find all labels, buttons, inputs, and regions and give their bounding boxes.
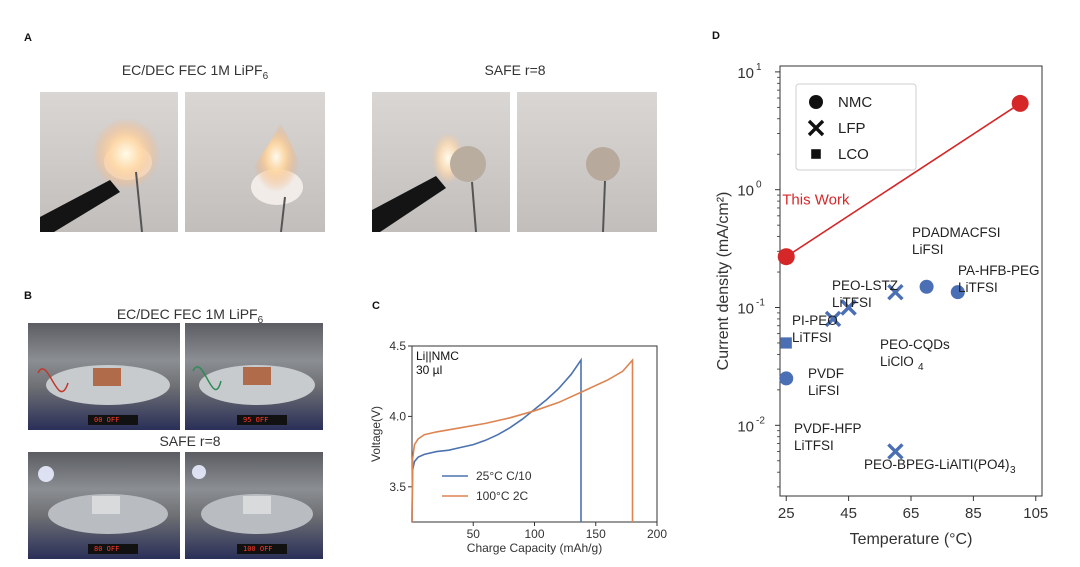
data-point-2 <box>1011 94 1029 112</box>
x-tick-label: 100 <box>524 527 544 541</box>
y-tick-exponent: -2 <box>756 415 765 426</box>
y-axis-label: Voltage(V) <box>369 406 383 462</box>
data-point-9 <box>779 371 794 386</box>
point-label-6: PVDF <box>808 366 844 381</box>
photo-hotplate-safe-1: 80 OFF <box>28 452 180 559</box>
panel-c-label: C <box>372 300 380 312</box>
point-label-line2-4: LiTFSI <box>792 330 832 345</box>
photo-safe-ignition-1 <box>372 92 510 232</box>
point-label-line2-2: LiTFSI <box>958 280 998 295</box>
x-tick-label: 50 <box>467 527 481 541</box>
photo-electrolyte-ignition-1 <box>40 92 178 232</box>
x-tick-label: 65 <box>903 505 920 522</box>
annotation-cell: Li||NMC <box>416 349 459 363</box>
hotplate-display-1: 00 OFF <box>94 416 120 424</box>
data-point-10 <box>887 443 904 460</box>
point-label-1: PDADMACFSI <box>912 225 1001 240</box>
panel-a-title-right: SAFE r=8 <box>484 62 546 78</box>
panel-b-title-top: EC/DEC FEC 1M LiPF6 <box>116 306 264 326</box>
x-tick-label: 85 <box>965 505 982 522</box>
point-label-sub-8: 3 <box>1010 465 1016 476</box>
point-label-2: PA-HFB-PEG <box>958 263 1040 278</box>
y-axis-label: Current density (mA/cm²) <box>715 192 732 371</box>
x-axis-label: Temperature (°C) <box>850 531 973 548</box>
x-axis-label: Charge Capacity (mAh/g) <box>467 541 602 555</box>
chart-c-voltage-capacity: 50 100 150 200 3.5 4.0 4.5 Charge Capacity (mAh… <box>369 339 667 555</box>
data-point-3 <box>919 279 934 294</box>
point-label-3: PEO-LSTZ <box>832 278 898 293</box>
panel-a-label: A <box>24 32 32 44</box>
y-tick-exponent: 1 <box>756 62 762 73</box>
y-tick-label: 4.0 <box>389 409 406 423</box>
x-tick-label: 200 <box>647 527 667 541</box>
photo-hotplate-electrolyte-1-art <box>37 365 170 425</box>
panel-d-label: D <box>712 30 720 42</box>
legend-marker-2 <box>807 119 825 137</box>
legend-marker-1 <box>809 95 823 109</box>
hotplate-display-3: 80 OFF <box>94 545 120 553</box>
x-tick-label: 150 <box>586 527 606 541</box>
photo-electrolyte-ignition-1-art <box>40 118 160 232</box>
y-tick-label: 10 <box>737 65 754 82</box>
photo-safe-ignition-1-art <box>372 132 486 232</box>
data-point-5 <box>840 299 857 316</box>
legend-label-2: 100°C 2C <box>476 489 528 503</box>
point-label-line2-5: LiClO <box>880 354 914 369</box>
legend-label-3: LCO <box>838 146 869 163</box>
hotplate-display-4: 100 OFF <box>243 545 273 553</box>
annotation-volume: 30 µl <box>416 363 442 377</box>
point-label-8: PEO-BPEG-LiAlTI(PO4) <box>864 457 1010 472</box>
photo-hotplate-electrolyte-1: 00 OFF <box>28 323 180 430</box>
photo-electrolyte-ignition-2-art <box>251 122 303 232</box>
data-point-6 <box>824 310 842 328</box>
data-point-8 <box>780 337 792 349</box>
photo-hotplate-safe-2-art <box>192 465 313 554</box>
panel-a-title-left: EC/DEC FEC 1M LiPF6 <box>121 62 269 82</box>
x-tick-label: 105 <box>1023 505 1048 522</box>
x-tick-label: 25 <box>778 505 795 522</box>
point-label-line2-6: LiFSI <box>808 383 840 398</box>
photo-electrolyte-ignition-2 <box>185 92 325 232</box>
y-tick-exponent: -1 <box>756 298 765 309</box>
y-tick-label: 4.5 <box>389 339 406 353</box>
hotplate-display-2: 95 OFF <box>243 416 269 424</box>
panel-b-title-bottom: SAFE r=8 <box>159 433 221 449</box>
point-label-line2-3: LiTFSI <box>832 295 872 310</box>
point-label-7: PVDF-HFP <box>794 421 862 436</box>
point-label-4: PI-PEO <box>792 313 838 328</box>
series-line-1 <box>411 357 582 523</box>
this-work-line <box>785 102 1021 258</box>
photo-hotplate-electrolyte-2: 95 OFF <box>185 323 323 430</box>
legend-label-1: 25°C C/10 <box>476 469 532 483</box>
legend-label-2: LFP <box>838 120 866 137</box>
y-tick-exponent: 0 <box>756 180 762 191</box>
point-label-line2-sub-5: 4 <box>918 362 924 373</box>
series-line-2 <box>411 357 634 523</box>
photo-safe-ignition-2 <box>517 92 657 232</box>
y-tick-label: 10 <box>737 418 754 435</box>
y-tick-label: 3.5 <box>389 480 406 494</box>
this-work-label: This Work <box>782 191 850 208</box>
point-label-line2-7: LiTFSI <box>794 438 834 453</box>
photo-hotplate-safe-2: 100 OFF <box>185 452 323 559</box>
photo-hotplate-electrolyte-2-art <box>192 365 315 425</box>
data-point-7 <box>887 283 904 301</box>
point-label-line2-1: LiFSI <box>912 242 944 257</box>
panel-b-label: B <box>24 290 32 302</box>
y-tick-label: 10 <box>737 183 754 200</box>
legend-label-1: NMC <box>838 94 872 111</box>
photo-hotplate-safe-1-art <box>38 466 168 554</box>
legend-marker-3 <box>811 149 821 159</box>
x-tick-label: 45 <box>840 505 857 522</box>
data-point-1 <box>777 248 795 266</box>
photo-safe-ignition-2-art <box>586 147 620 232</box>
legend-box <box>795 83 917 171</box>
data-point-4 <box>950 285 965 300</box>
y-tick-label: 10 <box>737 301 754 318</box>
point-label-5: PEO-CQDs <box>880 337 950 352</box>
